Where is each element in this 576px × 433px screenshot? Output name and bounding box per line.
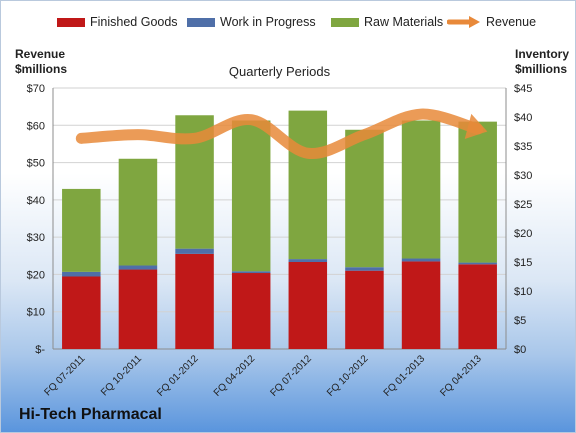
left-axis-title-line2: $millions bbox=[15, 62, 68, 76]
bar-raw-materials bbox=[345, 129, 384, 268]
legend-label-raw-materials: Raw Materials bbox=[364, 15, 444, 29]
legend-swatch-finished-goods bbox=[57, 17, 85, 27]
right-axis-title: Inventory $millions bbox=[515, 47, 569, 77]
bar-work-in-progress bbox=[345, 267, 384, 271]
x-tick-label: FQ 01-2013 bbox=[382, 353, 428, 399]
legend-label-finished-goods: Finished Goods bbox=[90, 15, 178, 29]
x-tick-label: FQ 10-2011 bbox=[99, 353, 144, 398]
bar-raw-materials bbox=[62, 188, 101, 272]
right-tick-label: $10 bbox=[514, 286, 532, 298]
left-tick-label: $60 bbox=[27, 120, 45, 132]
bar-finished-goods bbox=[118, 269, 158, 349]
left-tick-label: $10 bbox=[27, 307, 45, 319]
bar-raw-materials bbox=[458, 121, 497, 263]
x-tick-label: FQ 07-2011 bbox=[42, 353, 87, 398]
x-tick-label: FQ 01-2012 bbox=[155, 353, 201, 399]
right-tick-label: $25 bbox=[514, 199, 532, 211]
revenue-line bbox=[75, 108, 484, 159]
x-tick-label: FQ 07-2012 bbox=[268, 353, 314, 399]
bar-work-in-progress bbox=[288, 259, 328, 262]
chart-subtitle: Quarterly Periods bbox=[229, 64, 331, 79]
right-tick-label: $0 bbox=[514, 344, 526, 356]
left-tick-label: $- bbox=[35, 344, 45, 356]
bar-work-in-progress bbox=[62, 271, 101, 277]
bar-finished-goods bbox=[175, 253, 214, 349]
left-tick-label: $50 bbox=[27, 158, 45, 170]
legend-finished-goods: Finished Goods bbox=[57, 15, 178, 29]
right-tick-label: $40 bbox=[514, 112, 532, 124]
legend-label-work-in-progress: Work in Progress bbox=[220, 15, 316, 29]
left-tick-label: $20 bbox=[27, 269, 45, 281]
right-axis-title-line2: $millions bbox=[515, 62, 568, 76]
bar-raw-materials bbox=[231, 120, 271, 272]
bar-finished-goods bbox=[231, 273, 271, 349]
bar-finished-goods bbox=[62, 276, 101, 349]
bar-work-in-progress bbox=[231, 271, 271, 274]
legend-work-in-progress: Work in Progress bbox=[187, 15, 316, 29]
legend-swatch-work-in-progress bbox=[187, 17, 215, 27]
x-tick-label: FQ 10-2012 bbox=[325, 353, 371, 399]
right-tick-label: $5 bbox=[514, 315, 526, 327]
right-tick-label: $35 bbox=[514, 141, 532, 153]
left-tick-label: $70 bbox=[27, 83, 45, 95]
bar-work-in-progress bbox=[175, 248, 214, 254]
bar-raw-materials bbox=[118, 158, 158, 266]
right-tick-label: $20 bbox=[514, 228, 532, 240]
legend-swatch-raw-materials bbox=[331, 17, 359, 27]
bar-finished-goods bbox=[345, 270, 384, 349]
left-tick-label: $40 bbox=[27, 195, 45, 207]
legend-raw-materials: Raw Materials bbox=[331, 15, 443, 29]
bar-work-in-progress bbox=[118, 265, 158, 270]
bar-finished-goods bbox=[288, 262, 328, 349]
bar-raw-materials bbox=[401, 120, 441, 259]
legend-label-revenue: Revenue bbox=[486, 15, 537, 29]
left-axis-title-line1: Revenue bbox=[15, 47, 66, 61]
legend-revenue: Revenue bbox=[447, 15, 536, 29]
right-tick-label: $45 bbox=[514, 83, 532, 95]
bar-work-in-progress bbox=[458, 262, 497, 265]
x-tick-label: FQ 04-2013 bbox=[438, 353, 484, 399]
right-tick-label: $30 bbox=[514, 170, 532, 182]
bar-finished-goods bbox=[401, 261, 441, 349]
bar-work-in-progress bbox=[401, 258, 441, 262]
x-tick-label: FQ 04-2012 bbox=[212, 353, 258, 399]
company-name: Hi-Tech Pharmacal bbox=[19, 406, 162, 423]
right-tick-label: $15 bbox=[514, 257, 532, 269]
bar-raw-materials bbox=[288, 110, 328, 260]
revenue-arrowhead bbox=[464, 113, 488, 140]
legend-arrow-icon bbox=[447, 16, 480, 28]
legend: Finished Goods Work in Progress Raw Mate… bbox=[1, 15, 575, 35]
left-axis-title: Revenue $millions bbox=[15, 47, 67, 77]
left-tick-label: $30 bbox=[27, 232, 45, 244]
right-axis-title-line1: Inventory bbox=[515, 47, 570, 61]
bar-finished-goods bbox=[458, 264, 497, 349]
